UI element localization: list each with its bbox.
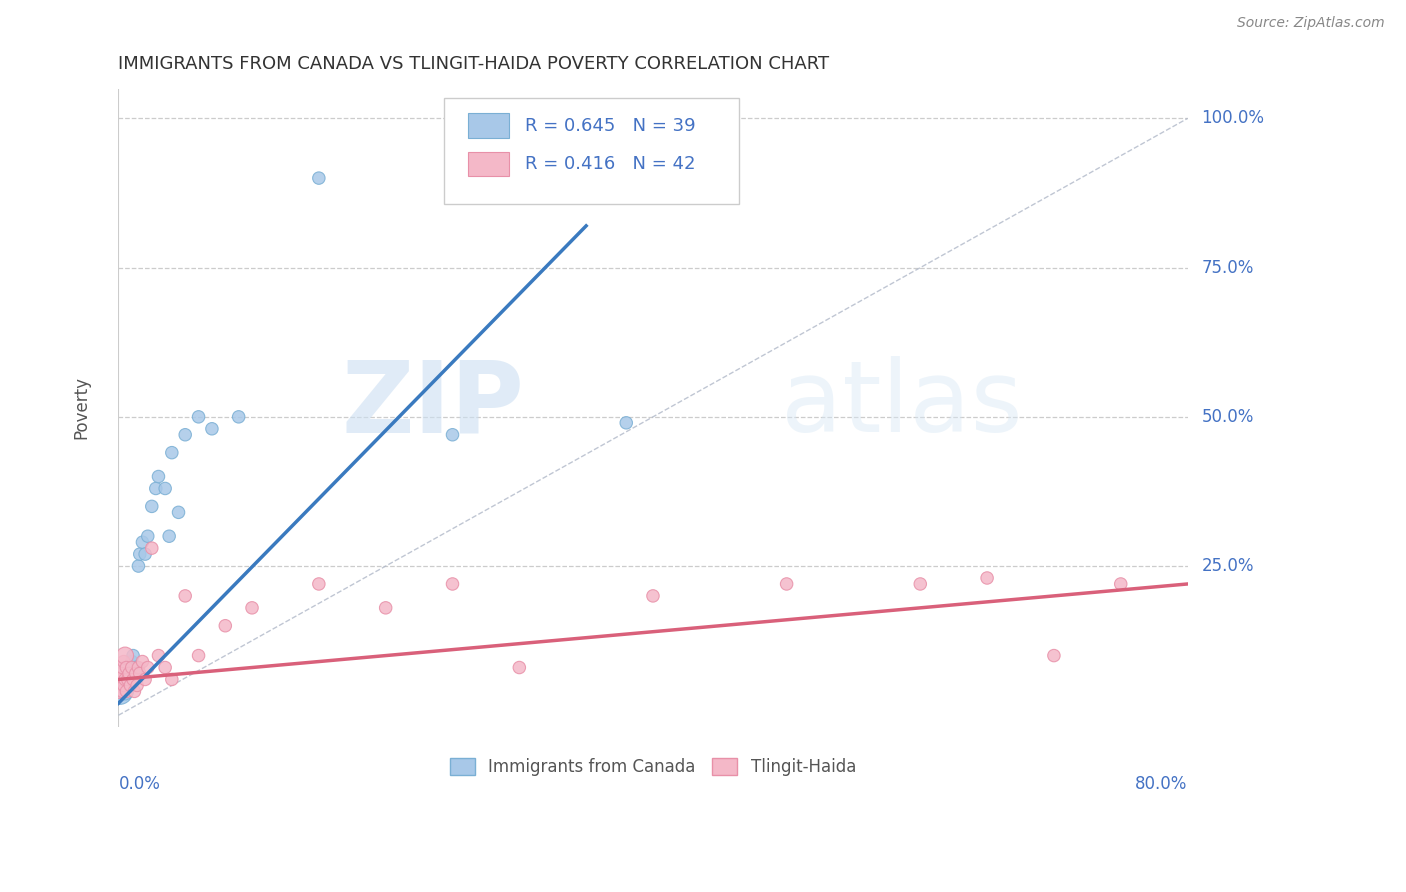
Point <box>141 541 163 556</box>
Text: Poverty: Poverty <box>72 376 90 440</box>
Text: R = 0.416   N = 42: R = 0.416 N = 42 <box>524 155 695 173</box>
Point <box>112 666 135 681</box>
Point <box>1043 648 1066 663</box>
Point <box>114 673 136 687</box>
FancyBboxPatch shape <box>468 113 509 137</box>
Point <box>117 660 139 674</box>
Point <box>160 673 183 687</box>
Point <box>148 469 170 483</box>
Point <box>214 619 236 633</box>
Point <box>910 577 932 591</box>
Point <box>122 673 145 687</box>
Text: Source: ZipAtlas.com: Source: ZipAtlas.com <box>1237 16 1385 30</box>
Point <box>174 589 197 603</box>
Point <box>131 655 153 669</box>
Point <box>136 529 159 543</box>
Text: atlas: atlas <box>782 356 1024 453</box>
Point <box>120 678 142 692</box>
FancyBboxPatch shape <box>444 98 738 203</box>
Text: 100.0%: 100.0% <box>1202 110 1264 128</box>
Point <box>441 427 464 442</box>
Point <box>148 648 170 663</box>
Point <box>121 655 143 669</box>
Point <box>641 589 664 603</box>
Point <box>128 666 150 681</box>
Point <box>167 505 190 519</box>
Point <box>110 678 132 692</box>
Point <box>145 482 167 496</box>
Point <box>187 648 209 663</box>
Point <box>117 673 139 687</box>
Point <box>1109 577 1132 591</box>
Point <box>118 660 141 674</box>
Point <box>118 666 141 681</box>
Text: R = 0.645   N = 39: R = 0.645 N = 39 <box>524 117 696 135</box>
Point <box>112 678 135 692</box>
Point <box>228 409 250 424</box>
Point <box>124 684 146 698</box>
FancyBboxPatch shape <box>468 152 509 176</box>
Point <box>128 547 150 561</box>
Point <box>125 666 148 681</box>
Point <box>201 422 224 436</box>
Text: IMMIGRANTS FROM CANADA VS TLINGIT-HAIDA POVERTY CORRELATION CHART: IMMIGRANTS FROM CANADA VS TLINGIT-HAIDA … <box>118 55 830 73</box>
Point <box>374 600 396 615</box>
Point <box>153 660 176 674</box>
Point <box>308 577 330 591</box>
Point <box>114 673 136 687</box>
Text: 75.0%: 75.0% <box>1202 259 1254 277</box>
Point <box>775 577 797 591</box>
Point <box>112 678 135 692</box>
Point <box>127 559 149 574</box>
Point <box>115 684 138 698</box>
Point <box>111 684 134 698</box>
Point <box>134 547 156 561</box>
Point <box>124 673 146 687</box>
Point <box>976 571 998 585</box>
Text: ZIP: ZIP <box>342 356 524 453</box>
Point <box>614 416 637 430</box>
Point <box>127 678 149 692</box>
Legend: Immigrants from Canada, Tlingit-Haida: Immigrants from Canada, Tlingit-Haida <box>443 751 863 783</box>
Point <box>127 660 149 674</box>
Point <box>240 600 263 615</box>
Point <box>160 445 183 459</box>
Point <box>111 673 134 687</box>
Point <box>508 660 530 674</box>
Point <box>134 673 156 687</box>
Point <box>117 678 139 692</box>
Point <box>114 684 136 698</box>
Point <box>108 684 131 698</box>
Point <box>110 666 132 681</box>
Point <box>121 666 143 681</box>
Point <box>114 648 136 663</box>
Text: 50.0%: 50.0% <box>1202 408 1254 425</box>
Text: 0.0%: 0.0% <box>118 775 160 793</box>
Point <box>115 666 138 681</box>
Point <box>157 529 180 543</box>
Point <box>115 660 138 674</box>
Point <box>112 655 135 669</box>
Text: 25.0%: 25.0% <box>1202 558 1254 575</box>
Point <box>108 678 131 692</box>
Point <box>187 409 209 424</box>
Point <box>441 577 464 591</box>
Point <box>111 684 134 698</box>
Text: 80.0%: 80.0% <box>1135 775 1188 793</box>
Point <box>118 673 141 687</box>
Point <box>122 648 145 663</box>
Point <box>110 673 132 687</box>
Point <box>115 678 138 692</box>
Point <box>125 660 148 674</box>
Point <box>153 482 176 496</box>
Point <box>308 171 330 186</box>
Point <box>121 660 143 674</box>
Point <box>174 427 197 442</box>
Point <box>111 660 134 674</box>
Point <box>136 660 159 674</box>
Point <box>120 678 142 692</box>
Point <box>141 500 163 514</box>
Point <box>131 535 153 549</box>
